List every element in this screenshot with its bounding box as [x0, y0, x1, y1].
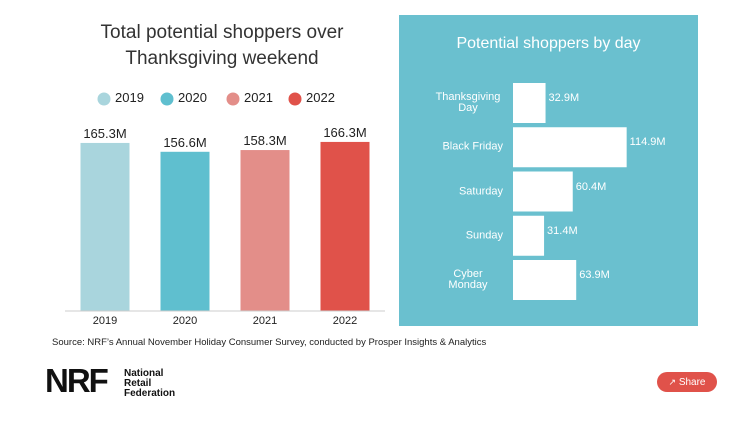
- value-label: 156.6M: [163, 134, 207, 150]
- share-icon: ↗: [668, 377, 677, 387]
- value-label: 60.4M: [575, 180, 607, 193]
- value-label: 114.9M: [629, 136, 666, 149]
- bar: [513, 260, 577, 300]
- legend-label: 2020: [178, 90, 207, 105]
- legend-label: 2019: [115, 90, 144, 105]
- source: Source: NRF’s Annual November Holiday Co…: [52, 337, 487, 348]
- bar: [513, 83, 546, 123]
- y-tick-label: Saturday: [458, 185, 503, 197]
- share-button[interactable]: ↗ Share: [657, 372, 717, 392]
- logo-mark: NRF: [45, 362, 109, 399]
- panel-title: Potential shoppers by day: [456, 35, 641, 52]
- y-tick-label: Cyber Monday: [448, 268, 488, 291]
- legend-label: 2022: [306, 90, 335, 105]
- y-tick-label: Thanksgiving Day: [435, 91, 501, 114]
- value-label: 166.3M: [323, 124, 367, 140]
- value-label: 165.3M: [83, 125, 127, 141]
- share-label: Share: [678, 377, 706, 388]
- legend-swatch: [97, 92, 111, 106]
- x-tick-label: 2022: [332, 315, 358, 327]
- legend-swatch: [160, 92, 174, 106]
- y-tick-label: Black Friday: [442, 140, 503, 153]
- chart-title: Total potential shoppers over Thanksgivi…: [100, 22, 344, 69]
- legend-label: 2021: [244, 90, 273, 105]
- x-tick-label: 2021: [252, 315, 278, 327]
- bar: [513, 127, 627, 168]
- bar: [513, 171, 573, 212]
- bar: [160, 151, 210, 311]
- legend-swatch: [288, 92, 302, 106]
- bar: [320, 141, 370, 311]
- bar: [240, 150, 290, 311]
- x-tick-label: 2020: [172, 315, 198, 327]
- value-label: 63.9M: [579, 269, 610, 281]
- x-tick-label: 2019: [92, 315, 118, 327]
- y-tick-label: Sunday: [465, 229, 503, 242]
- value-label: 31.4M: [547, 224, 578, 237]
- bar: [513, 215, 545, 256]
- legend-swatch: [226, 92, 240, 106]
- logo-name: National Retail Federation: [124, 368, 176, 399]
- value-label: 158.3M: [243, 133, 287, 149]
- value-label: 32.9M: [548, 92, 580, 104]
- bar: [80, 142, 130, 311]
